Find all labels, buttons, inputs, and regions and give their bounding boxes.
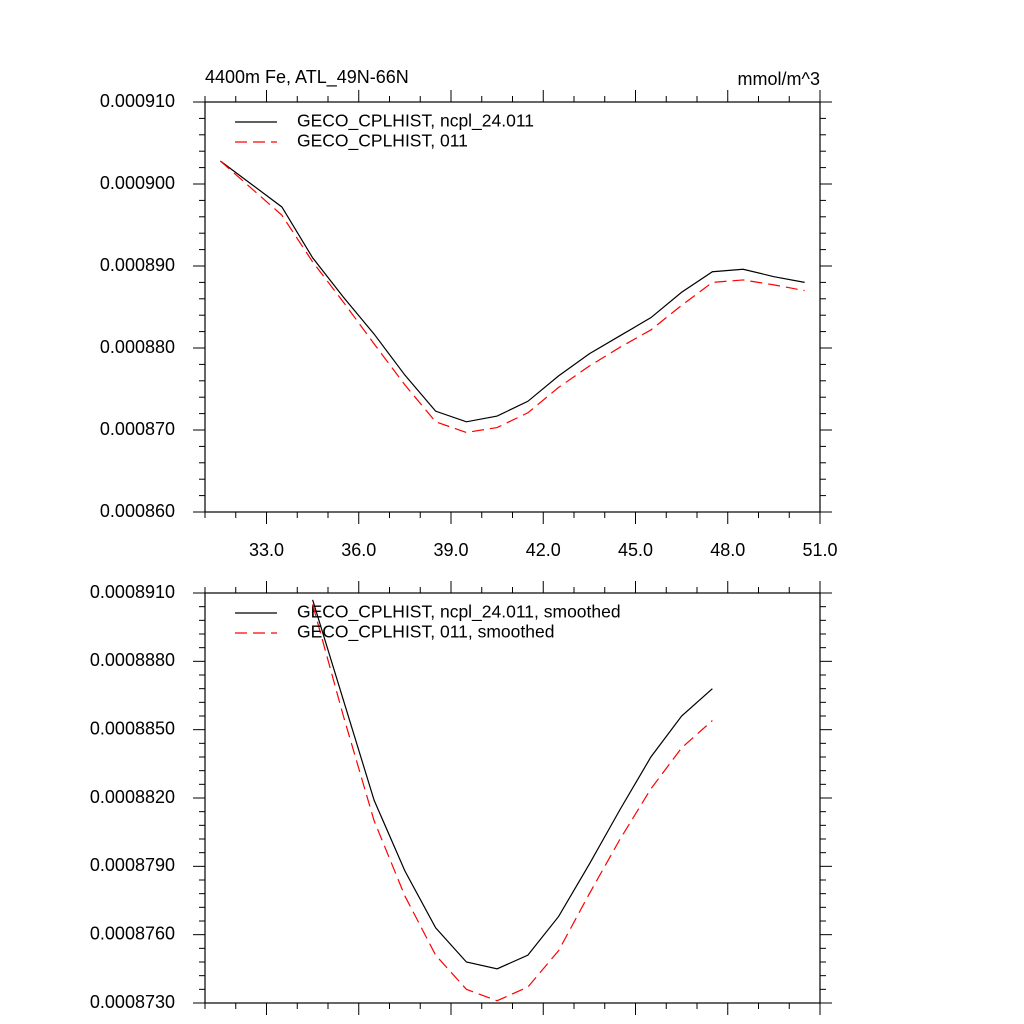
legend-label: GECO_CPLHIST, 011 [297,131,468,152]
chart-title: 4400m Fe, ATL_49N-66N [205,67,409,88]
y-tick-label: 0.0008760 [90,923,175,943]
series-line [219,160,805,434]
y-tick-label: 0.0008910 [90,582,175,602]
series-line [312,604,713,1002]
x-tick-label: 51.0 [802,540,837,560]
x-tick-label: 45.0 [618,540,653,560]
plot-frame [204,592,821,1004]
plot-frame [204,101,821,513]
y-tick-label: 0.0008730 [90,992,175,1012]
y-tick-label: 0.000870 [100,419,175,439]
y-tick-label: 0.0008790 [90,855,175,875]
y-tick-label: 0.000880 [100,337,175,357]
x-tick-label: 33.0 [249,540,284,560]
y-tick-label: 0.000860 [100,501,175,521]
x-tick-label: 39.0 [433,540,468,560]
series-line [312,599,713,970]
y-tick-label: 0.0008850 [90,718,175,738]
series-line [220,160,805,423]
x-tick-label: 36.0 [341,540,376,560]
y-tick-label: 0.000910 [100,91,175,111]
y-tick-label: 0.000890 [100,255,175,275]
x-tick-label: 42.0 [526,540,561,560]
units-label: mmol/m^3 [738,69,820,89]
y-tick-label: 0.000900 [100,173,175,193]
legend-label: GECO_CPLHIST, ncpl_24.011, smoothed [297,602,621,623]
legend-label: GECO_CPLHIST, ncpl_24.011 [297,111,534,132]
legend-label: GECO_CPLHIST, 011, smoothed [297,622,554,643]
y-tick-label: 0.0008820 [90,787,175,807]
y-tick-label: 0.0008880 [90,650,175,670]
x-tick-label: 48.0 [710,540,745,560]
